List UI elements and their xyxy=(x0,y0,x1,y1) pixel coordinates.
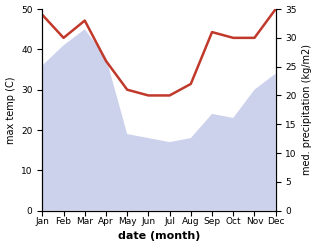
Y-axis label: med. precipitation (kg/m2): med. precipitation (kg/m2) xyxy=(302,44,313,175)
Y-axis label: max temp (C): max temp (C) xyxy=(5,76,16,144)
X-axis label: date (month): date (month) xyxy=(118,231,200,242)
